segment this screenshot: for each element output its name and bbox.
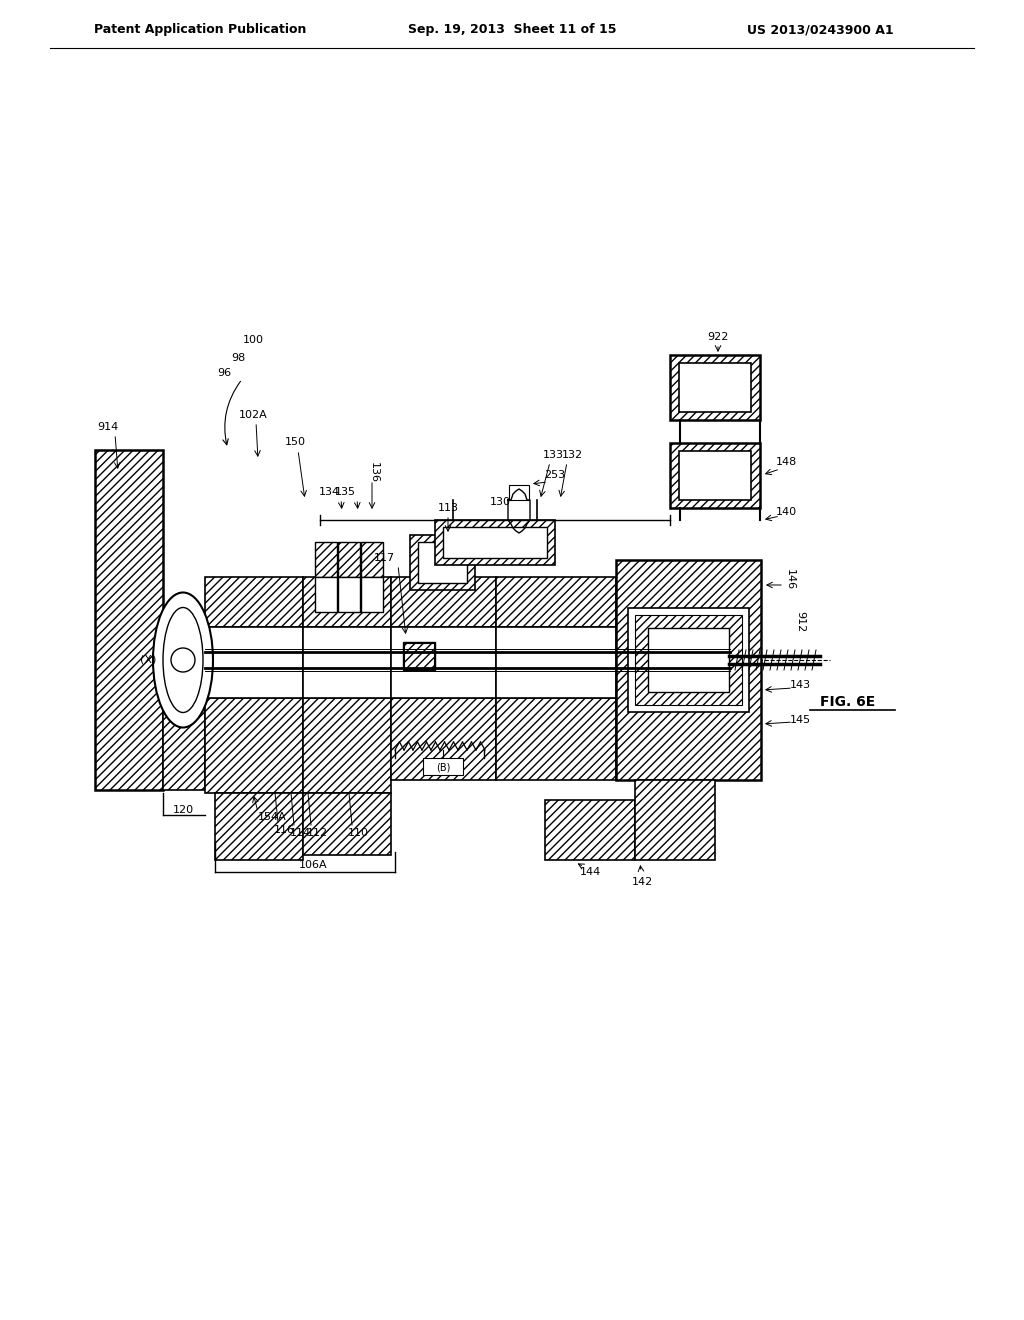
Bar: [628, 609, 749, 711]
Bar: [545, 800, 635, 861]
Bar: [338, 543, 360, 577]
Bar: [163, 710, 205, 789]
Text: 112: 112: [307, 828, 328, 838]
Bar: [215, 793, 303, 861]
Text: (X): (X): [140, 655, 157, 665]
Text: 134: 134: [318, 487, 340, 498]
Text: Sep. 19, 2013  Sheet 11 of 15: Sep. 19, 2013 Sheet 11 of 15: [408, 24, 616, 37]
Bar: [509, 484, 529, 500]
Bar: [391, 577, 496, 627]
Bar: [410, 535, 475, 590]
Text: 120: 120: [172, 805, 194, 814]
Bar: [670, 444, 760, 508]
Text: 145: 145: [790, 715, 811, 725]
Bar: [163, 630, 205, 710]
Text: 133: 133: [543, 450, 563, 459]
Text: 135: 135: [335, 487, 356, 498]
Text: FIG. 6E: FIG. 6E: [820, 696, 876, 709]
Bar: [670, 355, 760, 420]
Bar: [205, 698, 303, 793]
Bar: [95, 450, 163, 789]
Bar: [315, 577, 337, 612]
Bar: [404, 643, 434, 669]
Bar: [205, 627, 303, 698]
Text: 132: 132: [561, 450, 583, 459]
Bar: [496, 577, 616, 627]
Bar: [648, 628, 729, 692]
Text: 143: 143: [790, 680, 811, 690]
Text: 253: 253: [545, 470, 565, 480]
Text: 110: 110: [348, 828, 369, 838]
Bar: [361, 543, 383, 577]
Text: 914: 914: [97, 422, 119, 432]
Text: 113: 113: [437, 503, 459, 513]
Text: 117: 117: [374, 553, 395, 564]
Text: 102A: 102A: [239, 411, 267, 420]
Bar: [496, 627, 616, 698]
Bar: [423, 758, 463, 775]
Bar: [443, 527, 547, 558]
Text: 142: 142: [632, 876, 652, 887]
Bar: [361, 577, 383, 612]
Bar: [205, 577, 303, 627]
Text: 96: 96: [217, 368, 231, 378]
Text: 148: 148: [775, 457, 797, 467]
Ellipse shape: [163, 607, 203, 713]
Bar: [303, 698, 391, 793]
Text: 116: 116: [274, 825, 295, 836]
Text: 150: 150: [285, 437, 305, 447]
Text: 106A: 106A: [299, 861, 328, 870]
Text: 922: 922: [708, 333, 729, 342]
Text: 154A: 154A: [258, 812, 287, 822]
Bar: [403, 642, 435, 671]
Bar: [315, 543, 337, 577]
Text: 140: 140: [775, 507, 797, 517]
Text: Patent Application Publication: Patent Application Publication: [94, 24, 306, 37]
Bar: [303, 627, 391, 698]
Text: 130: 130: [489, 498, 511, 507]
Ellipse shape: [153, 593, 213, 727]
Bar: [679, 451, 751, 500]
Bar: [635, 615, 742, 705]
Bar: [338, 577, 360, 612]
Text: 912: 912: [795, 611, 805, 632]
Bar: [391, 627, 496, 698]
Text: 98: 98: [230, 352, 245, 363]
Text: 100: 100: [243, 335, 263, 345]
Bar: [418, 543, 467, 583]
Circle shape: [171, 648, 195, 672]
Bar: [435, 520, 555, 565]
Bar: [303, 793, 391, 855]
Bar: [616, 560, 761, 780]
Bar: [391, 698, 496, 780]
Bar: [679, 363, 751, 412]
Text: 144: 144: [580, 867, 601, 876]
Bar: [303, 577, 391, 627]
Text: 114: 114: [290, 828, 311, 838]
Bar: [496, 698, 616, 780]
Text: 146: 146: [785, 569, 795, 590]
Text: 136: 136: [369, 462, 379, 483]
Text: (B): (B): [436, 762, 451, 772]
Bar: [635, 780, 715, 861]
Text: US 2013/0243900 A1: US 2013/0243900 A1: [746, 24, 893, 37]
